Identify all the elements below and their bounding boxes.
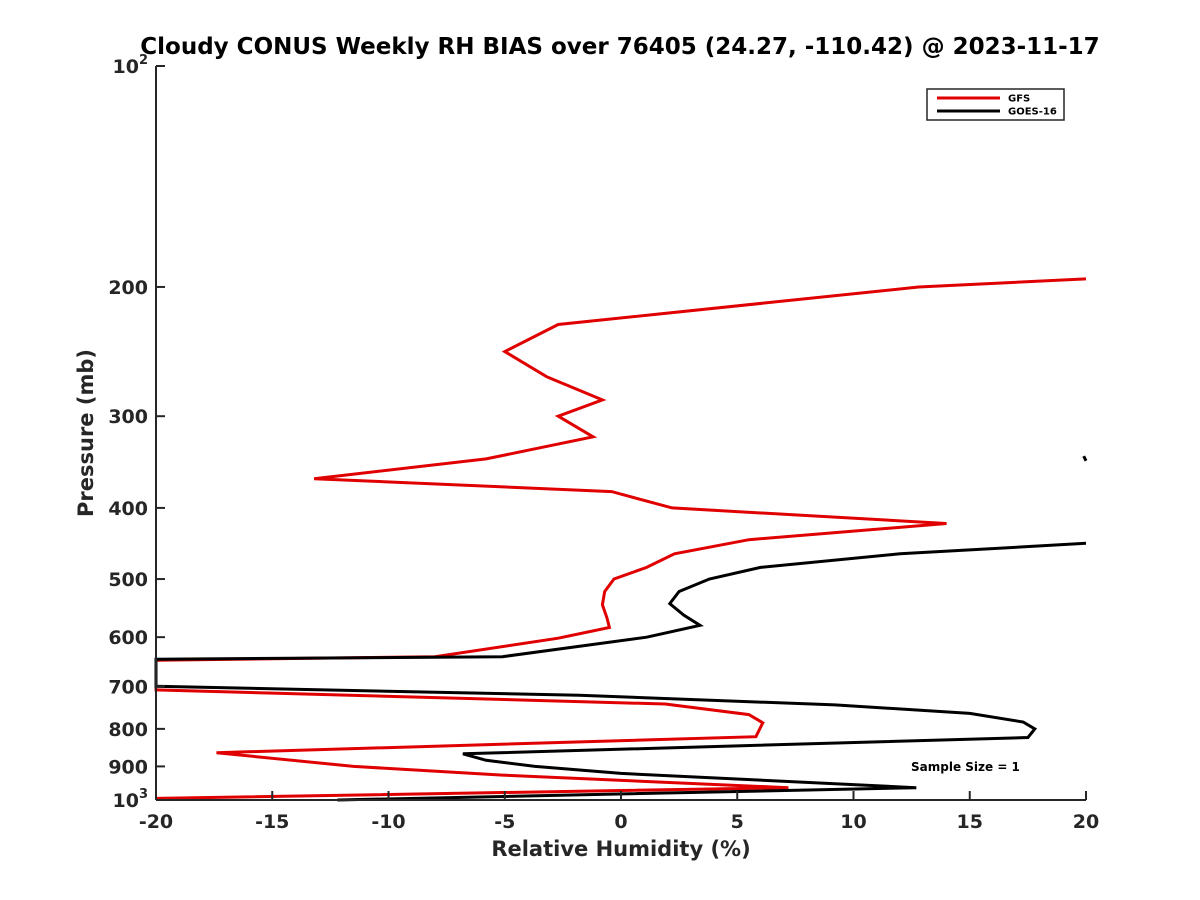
y-axis-label: Pressure (mb) [74,349,98,517]
legend: GFS GOES-16 [926,88,1065,121]
y-tick-label: 102 [113,53,149,78]
legend-label-gfs: GFS [1008,94,1030,105]
x-tick-label: 10 [840,811,866,833]
legend-box [926,88,1065,121]
y-tick-label: 200 [108,277,148,299]
y-tick-label: 103 [113,787,149,812]
y-tick-label: 800 [108,719,148,741]
legend-label-goes-16: GOES-16 [1008,107,1057,118]
x-axis-ticks: -20 -15 -10 -5 0 5 10 15 20 [139,791,1099,833]
sample-size-annotation: Sample Size = 1 [911,760,1020,774]
x-tick-label: -15 [255,811,289,833]
chart-title: Cloudy CONUS Weekly RH BIAS over 76405 (… [140,34,1099,60]
x-tick-label: -20 [139,811,173,833]
y-tick-label: 500 [108,569,148,591]
x-tick-label: 0 [614,811,627,833]
x-tick-label: -5 [494,811,515,833]
y-tick-label: 700 [108,676,148,698]
x-tick-label: 15 [957,811,983,833]
series-layer [154,277,1088,802]
y-tick-label: 600 [108,627,148,649]
y-tick-label: 900 [108,756,148,778]
x-tick-label: -10 [371,811,405,833]
x-axis-label: Relative Humidity (%) [491,837,750,861]
x-tick-label: 20 [1073,811,1099,833]
y-axis-ticks: 102 200 300 400 500 600 700 800 900 103 [108,53,165,812]
series-line-goes-16 [154,541,1087,802]
y-tick-label: 300 [108,406,148,428]
series-line-gfs [154,277,1087,800]
y-tick-label: 400 [108,498,148,520]
series-segment-goes-16 [1082,455,1088,462]
x-tick-label: 5 [731,811,744,833]
